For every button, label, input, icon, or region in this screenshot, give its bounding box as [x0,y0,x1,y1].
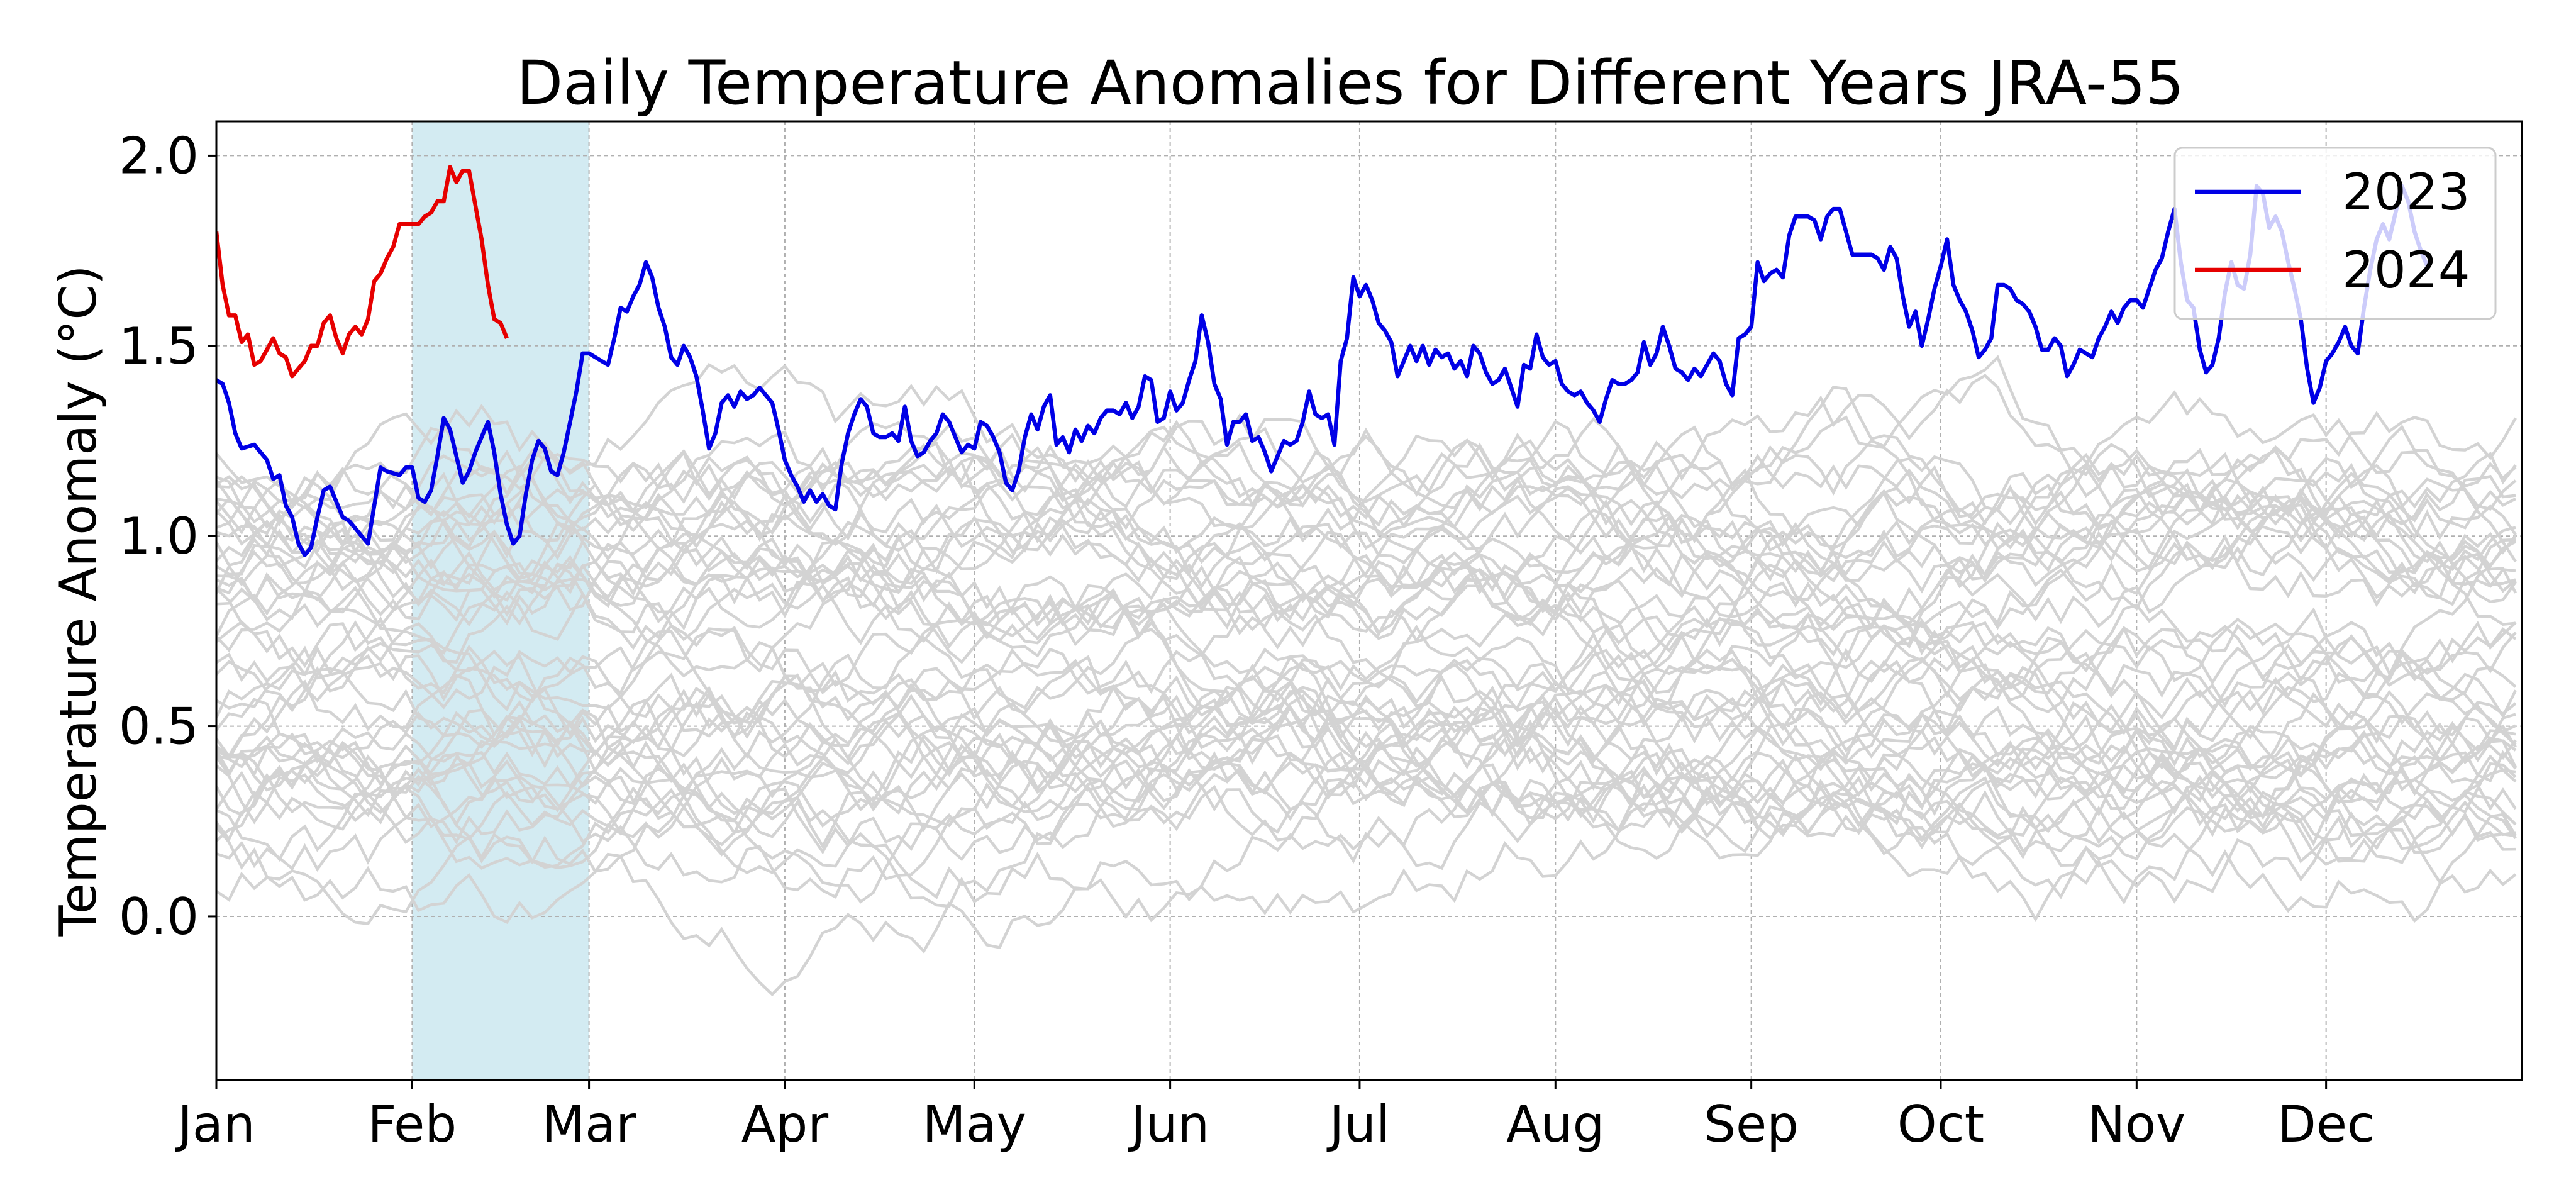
background-series-line [216,460,2517,711]
x-tick-label-jun: Jun [1128,1095,1209,1154]
y-tick-label-1: 1.0 [119,507,199,565]
background-series-line [216,439,2516,628]
chart-title: Daily Temperature Anomalies for Differen… [516,48,2184,118]
background-series-line [216,420,2517,623]
background-series-line [216,362,2517,591]
x-tick-label-may: May [923,1095,1026,1154]
background-series-line [216,454,2517,657]
background-series-line [216,421,2516,587]
plot-area: Jan Feb Mar Apr May Jun Jul Aug Sep Oct Nov Dec 0.0 0… [119,120,2523,1154]
background-series-line [216,374,2517,603]
x-tick-label-aug: Aug [1506,1095,1604,1154]
plot-frame [215,120,2523,1081]
background-series-line [216,633,2518,808]
legend-label-2024: 2024 [2342,241,2470,299]
y-axis-label: Temperature Anomaly (°C) [49,265,108,937]
x-tick-label-feb: Feb [368,1095,457,1154]
y-tick-label-2: 2.0 [119,126,199,185]
x-tick-label-jul: Jul [1326,1095,1391,1154]
background-series-line [216,620,2517,756]
x-tick-label-nov: Nov [2087,1095,2185,1154]
background-series-line [216,727,2517,923]
background-series-line [216,680,2516,899]
background-series-line [216,685,2517,885]
background-series-line [216,695,2516,904]
series-line-2023 [216,184,2429,557]
background-series-group [216,355,2518,997]
y-tick-label-0: 0.0 [119,888,199,946]
background-series-line [216,607,2517,810]
background-series-line [216,440,2516,606]
background-series-line [216,622,2516,817]
y-tick-label-0-5: 0.5 [119,698,199,756]
x-tick-label-oct: Oct [1897,1095,1984,1154]
background-series-line [216,386,2517,597]
x-tick-label-apr: Apr [741,1095,829,1154]
series-line-2024 [216,165,509,379]
legend: 2023 2024 [2174,147,2497,320]
background-series-line [216,674,2517,864]
x-tick-label-dec: Dec [2277,1095,2375,1154]
background-series-line [216,732,2517,925]
background-series-line [216,758,2516,997]
background-series-line [216,493,2517,708]
background-series-line [216,675,2516,904]
background-series-line [216,694,2517,842]
background-series-line [216,561,2517,713]
background-series-line [216,559,2517,770]
x-tick-label-mar: Mar [541,1095,636,1154]
background-series-line [216,673,2517,847]
y-tick-label-1-5: 1.5 [119,317,199,376]
x-tick-label-sep: Sep [1704,1095,1799,1154]
background-series-line [216,703,2517,860]
background-series-line [216,621,2518,825]
x-tick-label-jan: Jan [174,1095,255,1154]
legend-label-2023: 2023 [2342,163,2470,221]
background-series-line [216,411,2517,608]
